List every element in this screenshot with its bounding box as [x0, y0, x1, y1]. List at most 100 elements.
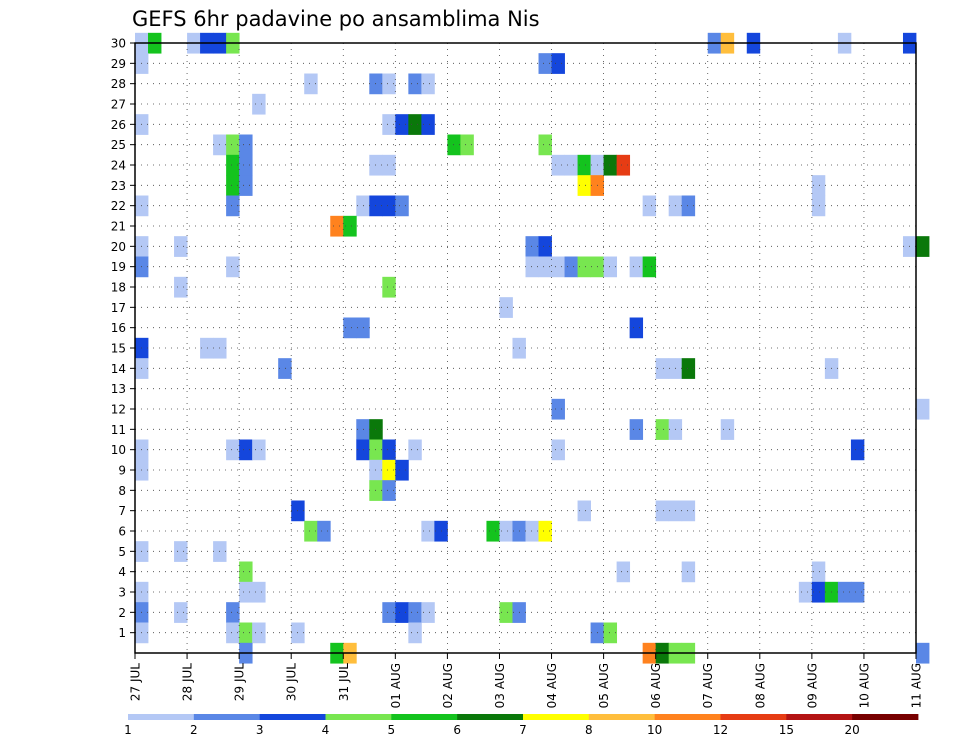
y-tick-label: 11: [111, 423, 126, 437]
heatmap-cell: [343, 215, 357, 237]
heatmap-cell: [330, 215, 344, 237]
y-tick-label: 28: [111, 77, 126, 91]
heatmap-cell: [577, 154, 591, 176]
y-tick-label: 29: [111, 57, 126, 71]
x-tick-label: 06 AUG: [649, 663, 663, 708]
heatmap-cell: [226, 175, 240, 196]
x-tick-label: 10 AUG: [857, 663, 871, 708]
heatmap-cell: [408, 114, 422, 135]
y-tick-label: 6: [118, 525, 126, 539]
heatmap-cell: [798, 581, 813, 603]
heatmap-cell: [642, 256, 657, 278]
heatmap-cell: [681, 195, 696, 217]
heatmap-cell: [616, 561, 631, 583]
heatmap-cell: [395, 195, 409, 217]
x-tick-label: 02 AUG: [441, 663, 455, 708]
y-tick-label: 3: [118, 586, 126, 600]
heatmap-cell: [382, 73, 396, 95]
heatmap-cell: [421, 520, 435, 542]
heatmap-cell: [616, 154, 631, 176]
y-tick-label: 19: [111, 260, 126, 274]
heatmap-cell: [369, 459, 383, 481]
heatmap-cell: [499, 602, 513, 623]
y-tick-label: 26: [111, 118, 126, 132]
y-tick-label: 16: [111, 321, 126, 335]
heatmap-cell: [642, 195, 657, 217]
heatmap-cell: [382, 439, 396, 461]
heatmap-cell: [226, 622, 240, 644]
x-tick-label: 01 AUG: [389, 663, 403, 708]
heatmap-cell: [408, 439, 422, 461]
heatmap-cell: [421, 114, 435, 135]
heatmap-cell: [369, 73, 383, 95]
heatmap-cell: [395, 602, 409, 623]
y-tick-label: 5: [118, 545, 126, 559]
heatmap-cell: [720, 419, 735, 440]
heatmap-cell: [811, 561, 826, 583]
x-tick-label: 27 JUL: [129, 663, 143, 701]
heatmap-cell: [538, 134, 552, 156]
heatmap-cell: [356, 439, 370, 461]
heatmap-cell: [369, 195, 383, 217]
heatmap-cell: [837, 581, 852, 603]
y-tick-label: 22: [111, 199, 126, 213]
x-tick-label: 08 AUG: [753, 663, 767, 708]
y-tick-label: 1: [118, 626, 126, 640]
heatmap-cell: [681, 500, 696, 522]
heatmap-cell: [460, 134, 474, 156]
heatmap-cell: [551, 154, 565, 176]
heatmap-cell: [916, 398, 930, 420]
colorbar-swatch: [457, 714, 524, 720]
x-tick-label: 29 JUL: [233, 663, 247, 701]
x-tick-label: 28 JUL: [181, 663, 195, 701]
heatmap-cell: [447, 134, 461, 156]
y-tick-label: 4: [118, 565, 126, 579]
heatmap-cell: [421, 602, 435, 623]
heatmap-cell: [525, 236, 539, 257]
y-axis-ticks: 1234567891011121314151617181920212223242…: [111, 37, 135, 640]
heatmap-cell: [538, 53, 552, 74]
heatmap-cell: [239, 581, 253, 603]
chart-title: GEFS 6hr padavine po ansamblima Nis: [132, 7, 540, 31]
heatmap-cell: [395, 114, 409, 135]
heatmap-cell: [629, 256, 644, 278]
colorbar-swatch: [786, 714, 853, 720]
heatmap-cell: [304, 520, 318, 542]
y-tick-label: 23: [111, 179, 126, 193]
heatmap-cell: [395, 459, 409, 481]
heatmap-cell: [655, 358, 670, 379]
x-tick-label: 31 JUL: [337, 663, 351, 701]
heatmap-cell: [252, 93, 266, 115]
y-tick-label: 21: [111, 220, 126, 234]
heatmap-cell: [239, 622, 253, 644]
heatmap-cell: [408, 622, 422, 644]
y-tick-label: 7: [118, 504, 126, 518]
heatmap-cell: [200, 337, 214, 359]
colorbar-legend: 1 2 3 4 5 6 7 8 10 12 15 20: [124, 714, 919, 737]
colorbar-label: 4: [322, 723, 330, 737]
heatmap-cell: [252, 622, 266, 644]
x-tick-label: 05 AUG: [597, 663, 611, 708]
heatmap-cell: [317, 520, 331, 542]
heatmap-cell: [916, 236, 930, 257]
heatmap-cell: [603, 622, 618, 644]
heatmap-cell: [681, 358, 696, 379]
colorbar-label: 8: [585, 723, 593, 737]
y-tick-label: 15: [111, 342, 126, 356]
heatmap-cell: [525, 520, 539, 542]
x-tick-label: 03 AUG: [493, 663, 507, 708]
heatmap-cell: [603, 154, 618, 176]
heatmap-cell: [629, 317, 644, 339]
heatmap-cell: [369, 419, 383, 440]
heatmap-cell: [525, 256, 539, 278]
heatmap-cell: [174, 276, 188, 298]
heatmap-cell: [226, 134, 240, 156]
heatmap-cell: [538, 236, 552, 257]
heatmap-cell: [850, 581, 865, 603]
heatmap-cell: [226, 256, 240, 278]
colorbar-swatch: [193, 714, 261, 720]
colorbar-label: 10: [647, 723, 662, 737]
heatmap-cell: [239, 439, 253, 461]
heatmap-cell: [408, 73, 422, 95]
colorbar-swatch: [588, 714, 656, 720]
